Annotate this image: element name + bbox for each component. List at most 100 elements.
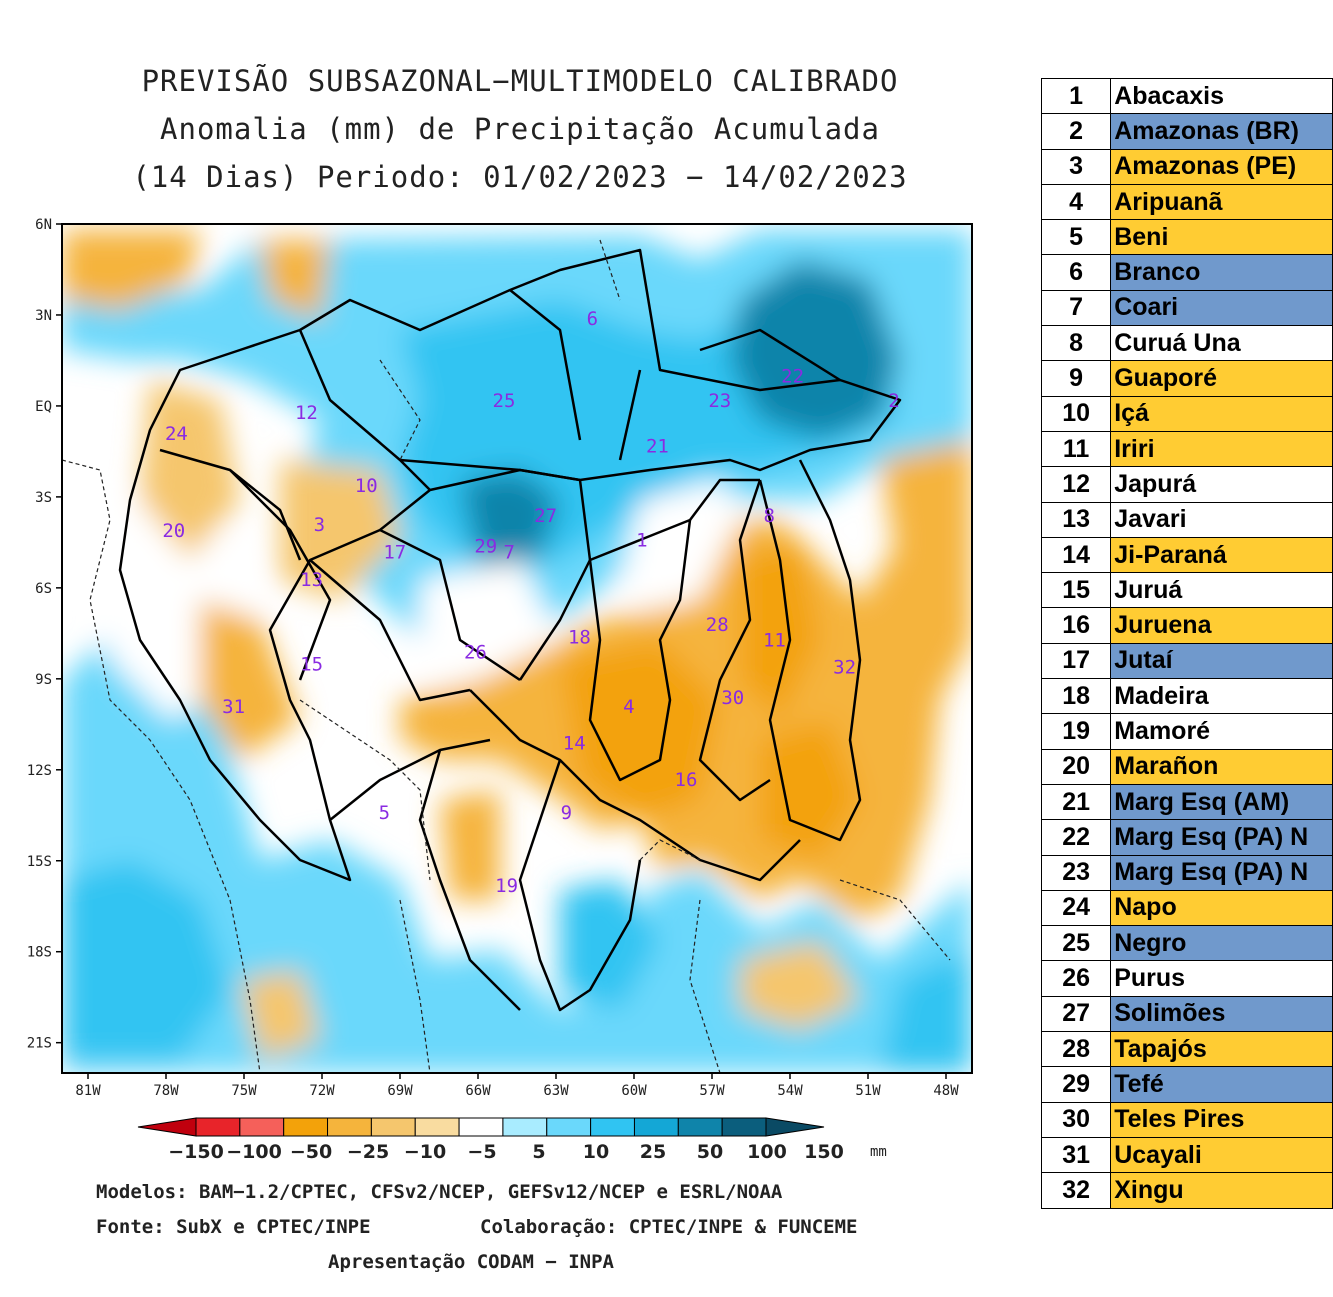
legend-swatch [195, 1117, 241, 1137]
basin-marker: 24 [165, 423, 188, 445]
basin-row: 19 Mamoré [1040, 713, 1333, 750]
basin-row: 26 Purus [1040, 960, 1333, 997]
basin-marker: 5 [379, 802, 390, 824]
basin-name: Xingu [1110, 1172, 1333, 1209]
basin-row: 22 Marg Esq (PA) N [1040, 819, 1333, 856]
legend-arrow-max [765, 1117, 825, 1137]
lon-label: 60W [621, 1083, 647, 1099]
basin-markers: 1234567891011121314151617181920212223242… [162, 308, 899, 897]
basin-number: 18 [1040, 678, 1112, 715]
lat-label: 21S [27, 1036, 52, 1052]
basin-table: 1 Abacaxis 2 Amazonas (BR) 3 Amazonas (PE) 4 Ar… [1040, 77, 1333, 1209]
basin-marker: 28 [706, 614, 729, 636]
basin-name: Juruá [1110, 572, 1333, 609]
basin-marker: 4 [623, 696, 634, 718]
lat-label: 12S [27, 763, 52, 779]
legend-swatch [590, 1117, 635, 1137]
basin-name: Japurá [1110, 466, 1333, 503]
legend-swatch [327, 1117, 372, 1137]
basin-number: 28 [1040, 1031, 1112, 1068]
legend-swatch [633, 1117, 679, 1137]
basin-marker: 13 [300, 569, 323, 591]
basin-name: Amazonas (BR) [1110, 113, 1333, 150]
basin-number: 14 [1040, 536, 1112, 574]
basin-marker: 29 [474, 535, 497, 557]
basin-row: 27 Solimões [1040, 995, 1333, 1033]
basin-row: 4 Aripuanã [1040, 183, 1333, 221]
basin-number: 10 [1040, 395, 1112, 432]
basin-name: Aripuanã [1110, 183, 1333, 221]
legend-tick-label: −25 [347, 1141, 389, 1163]
legend-swatch [414, 1117, 460, 1137]
basin-name: Jutaí [1110, 642, 1333, 680]
legend-tick-label: 150 [804, 1141, 844, 1163]
legend-swatch [677, 1117, 723, 1137]
legend-tick-label: −50 [290, 1141, 332, 1163]
lon-label: 69W [387, 1083, 413, 1099]
basin-number: 2 [1040, 113, 1112, 150]
basin-name: Amazonas (PE) [1110, 148, 1333, 185]
basin-row: 30 Teles Pires [1040, 1101, 1333, 1138]
basin-row: 9 Guaporé [1040, 360, 1333, 397]
basin-marker: 10 [355, 475, 378, 497]
basin-number: 25 [1040, 925, 1112, 962]
basin-name: Abacaxis [1110, 77, 1333, 115]
basin-name: Purus [1110, 960, 1333, 997]
basin-marker: 31 [222, 696, 245, 718]
basin-number: 11 [1040, 430, 1112, 468]
basin-number: 30 [1040, 1101, 1112, 1138]
basin-number: 22 [1040, 819, 1112, 856]
basin-number: 6 [1040, 254, 1112, 291]
basin-marker: 8 [763, 505, 774, 527]
basin-number: 31 [1040, 1136, 1112, 1174]
basin-marker: 23 [708, 390, 731, 412]
basin-name: Negro [1110, 925, 1333, 962]
map-title: PREVISÃO SUBSAZONAL−MULTIMODELO CALIBRAD… [141, 64, 899, 98]
legend-tick-label: 10 [583, 1141, 609, 1163]
basin-number: 19 [1040, 713, 1112, 750]
lat-label: EQ [35, 399, 52, 415]
basin-marker: 12 [295, 402, 318, 424]
basin-marker: 16 [675, 769, 698, 791]
basin-marker: 17 [383, 541, 406, 563]
basin-row: 20 Marañon [1040, 748, 1333, 785]
basin-number: 24 [1040, 889, 1112, 927]
basin-row: 23 Marg Esq (PA) N [1040, 854, 1333, 891]
basin-number: 23 [1040, 854, 1112, 891]
basin-row: 24 Napo [1040, 889, 1333, 927]
lon-label: 75W [231, 1083, 257, 1099]
basin-name: Marg Esq (PA) N [1110, 819, 1333, 856]
basin-name: Ucayali [1110, 1136, 1333, 1174]
color-legend: −150 −100 −50 −25 −10 −5 5 10 25 50 100 150 [137, 1117, 844, 1163]
basin-name: Coari [1110, 289, 1333, 327]
legend-tick-label: −100 [226, 1141, 282, 1163]
legend-tick-label: 25 [640, 1141, 666, 1163]
latitude-axis: 6N 3N EQ 3S 6S 9S 12S 15S 18S 21S [27, 217, 62, 1052]
anomaly-field [62, 224, 972, 1073]
basin-row: 15 Juruá [1040, 572, 1333, 609]
basin-row: 10 Içá [1040, 395, 1333, 432]
basin-row: 3 Amazonas (PE) [1040, 148, 1333, 185]
basin-name: Beni [1110, 219, 1333, 256]
basin-name: Iriri [1110, 430, 1333, 468]
basin-marker: 19 [495, 875, 518, 897]
basin-row: 31 Ucayali [1040, 1136, 1333, 1174]
legend-swatch [458, 1117, 504, 1137]
lon-label: 72W [309, 1083, 335, 1099]
legend-swatch [239, 1117, 285, 1137]
lon-label: 63W [543, 1083, 569, 1099]
anomaly-map: 1234567891011121314151617181920212223242… [27, 217, 973, 1163]
basin-row: 16 Juruena [1040, 607, 1333, 644]
basin-row: 29 Tefé [1040, 1066, 1333, 1103]
basin-marker: 7 [503, 541, 514, 563]
basin-row: 6 Branco [1040, 254, 1333, 291]
basin-number: 7 [1040, 289, 1112, 327]
legend-tick-label: 5 [532, 1141, 545, 1163]
lat-label: 3S [35, 490, 52, 506]
legend-tick-label: −150 [168, 1141, 224, 1163]
basin-number: 16 [1040, 607, 1112, 644]
basin-name: Marg Esq (PA) N [1110, 854, 1333, 891]
legend-unit: mm [870, 1144, 887, 1160]
basin-number: 9 [1040, 360, 1112, 397]
longitude-axis: 81W 78W 75W 72W 69W 66W 63W 60W 57W 54W 51W 48W [75, 1073, 959, 1099]
